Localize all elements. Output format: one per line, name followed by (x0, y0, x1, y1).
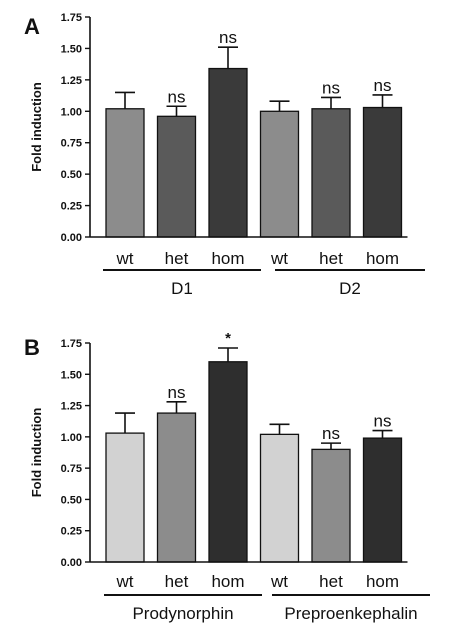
panel-letter: A (24, 14, 40, 39)
y-tick-label: 0.50 (61, 169, 82, 181)
significance-label: ns (322, 78, 340, 97)
x-tick-label: het (319, 572, 343, 591)
significance-label: ns (322, 424, 340, 443)
y-tick-label: 0.75 (61, 463, 82, 475)
x-tick-label: hom (211, 572, 244, 591)
bar (311, 108, 351, 238)
significance-label: ns (374, 76, 392, 95)
bar (311, 448, 351, 563)
bar (208, 67, 248, 238)
y-tick-label: 0.00 (61, 557, 82, 569)
x-tick-label: wt (116, 249, 134, 268)
x-tick-label: het (319, 249, 343, 268)
bar (259, 433, 300, 563)
group-label: D2 (339, 279, 361, 298)
y-tick-label: 0.25 (61, 201, 82, 213)
x-tick-label: het (165, 249, 189, 268)
significance-label: * (225, 330, 231, 347)
y-tick-label: 0.75 (61, 138, 82, 150)
y-tick-label: 1.00 (61, 106, 82, 118)
y-tick-label: 0.50 (61, 494, 82, 506)
bar (362, 437, 403, 563)
y-tick-label: 1.50 (61, 43, 82, 55)
significance-label: ns (374, 412, 392, 431)
group-label: D1 (171, 279, 193, 298)
x-tick-label: hom (366, 249, 399, 268)
panel-b: B 0.00 0.25 0.50 0.75 1.00 1.25 1.50 1.75 Fold in… (24, 330, 430, 623)
x-tick-label: het (165, 572, 189, 591)
x-tick-label: wt (270, 249, 288, 268)
bar (259, 110, 300, 238)
y-tick-label: 1.00 (61, 432, 82, 444)
y-tick-label: 0.00 (61, 232, 82, 244)
y-tick-label: 1.25 (61, 401, 82, 413)
panel-a: A 0.00 0.25 0.50 0.75 1.00 1.25 1.50 1.75 Fold in… (24, 12, 425, 298)
significance-label: ns (168, 383, 186, 402)
y-tick-label: 1.50 (61, 369, 82, 381)
bar (156, 115, 197, 238)
bar (105, 108, 145, 238)
x-tick-label: hom (366, 572, 399, 591)
bar (105, 432, 145, 563)
panel-letter: B (24, 335, 40, 360)
bar (208, 361, 248, 563)
significance-label: ns (219, 28, 237, 47)
group-label: Preproenkephalin (284, 604, 417, 623)
bar (156, 412, 197, 563)
x-tick-label: wt (116, 572, 134, 591)
y-tick-label: 1.25 (61, 75, 82, 87)
x-tick-label: hom (211, 249, 244, 268)
y-tick-label: 0.25 (61, 526, 82, 538)
y-axis-label: Fold induction (29, 82, 44, 172)
y-axis-label: Fold induction (29, 408, 44, 498)
group-label: Prodynorphin (132, 604, 233, 623)
bar (362, 106, 403, 238)
y-tick-label: 1.75 (61, 338, 82, 350)
y-tick-label: 1.75 (61, 12, 82, 24)
significance-label: ns (168, 87, 186, 106)
x-tick-label: wt (270, 572, 288, 591)
